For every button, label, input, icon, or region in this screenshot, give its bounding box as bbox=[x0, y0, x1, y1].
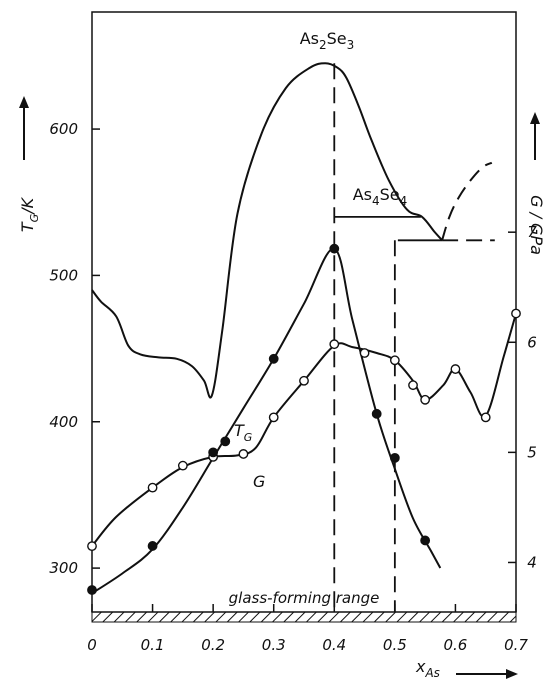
tg-data-point bbox=[511, 308, 521, 319]
g-data-point bbox=[87, 585, 97, 595]
y-left-label-rest: /K bbox=[18, 196, 37, 215]
tg-data-point bbox=[420, 394, 431, 405]
g-data-point bbox=[329, 243, 340, 254]
svg-text:TG/K: TG/K bbox=[18, 196, 41, 232]
glass-forming-bar bbox=[91, 611, 517, 623]
x-label-main: x bbox=[415, 657, 426, 676]
x-arrow-icon bbox=[456, 669, 518, 679]
tg-data-point bbox=[329, 339, 340, 350]
y-right-tick-label: 6 bbox=[527, 333, 537, 351]
tg-data-point bbox=[450, 364, 461, 374]
y-left-tick-label: 300 bbox=[49, 559, 78, 577]
x-tick-label: 0.2 bbox=[201, 636, 225, 654]
plot-lines bbox=[91, 62, 517, 612]
svg-text:G / GPa: G / GPa bbox=[527, 195, 546, 255]
tg-curve bbox=[91, 313, 517, 547]
tg-data-point bbox=[389, 355, 400, 366]
y-left-axis-ticks: 300 400 500 600 bbox=[49, 120, 100, 577]
tg-series-label: TG bbox=[234, 421, 252, 444]
liquidus-dashed-line bbox=[441, 161, 493, 241]
g-data-point bbox=[208, 447, 219, 458]
y-left-tick-label: 600 bbox=[49, 120, 78, 138]
tg-data-point bbox=[359, 348, 370, 358]
tg-data-point bbox=[268, 412, 279, 423]
y-right-arrow-icon bbox=[530, 112, 540, 160]
tg-data-point bbox=[480, 412, 491, 423]
y-left-label-sub: G bbox=[28, 214, 41, 223]
x-tick-label: 0 bbox=[87, 636, 97, 654]
tg-data-point bbox=[177, 460, 188, 471]
g-data-point bbox=[147, 541, 158, 551]
y-right-axis-ticks: 4 5 6 7 bbox=[508, 223, 537, 571]
glass-forming-label: glass-forming range bbox=[229, 589, 380, 607]
plot-markers bbox=[87, 243, 521, 595]
g-data-point bbox=[220, 436, 231, 447]
tg-data-point bbox=[87, 541, 97, 552]
plot-frame bbox=[91, 11, 517, 613]
g-series-label: G bbox=[253, 472, 265, 491]
x-tick-label: 0.6 bbox=[443, 636, 467, 654]
x-tick-label: 0.5 bbox=[383, 636, 407, 654]
y-right-axis-label: G / GPa bbox=[527, 195, 546, 255]
x-tick-label: 0.4 bbox=[322, 636, 346, 654]
y-right-tick-label: 5 bbox=[527, 443, 537, 461]
x-axis-label: xAs bbox=[415, 657, 440, 680]
tg-data-point bbox=[299, 375, 309, 386]
x-tick-label: 0.3 bbox=[262, 636, 286, 654]
g-data-point bbox=[371, 408, 382, 419]
y-right-tick-label: 4 bbox=[527, 553, 537, 571]
g-data-point bbox=[389, 452, 400, 463]
y-left-label-main: T bbox=[18, 221, 37, 232]
liquidus-line bbox=[91, 62, 443, 399]
g-data-point bbox=[420, 535, 431, 546]
x-tick-label: 0.7 bbox=[504, 636, 528, 654]
as2se3-label: As2Se3 bbox=[300, 29, 355, 52]
y-right-tick-label: 7 bbox=[527, 223, 537, 241]
as4se4-label: As4Se4 bbox=[353, 185, 408, 208]
tg-data-point bbox=[408, 380, 418, 391]
tg-data-point bbox=[238, 449, 249, 459]
x-label-sub: As bbox=[424, 666, 439, 680]
g-data-point bbox=[268, 353, 279, 364]
y-left-tick-label: 400 bbox=[49, 413, 78, 431]
x-tick-label: 0.1 bbox=[141, 636, 165, 654]
g-curve bbox=[91, 247, 442, 595]
y-left-arrow-icon bbox=[19, 96, 29, 160]
y-left-tick-label: 500 bbox=[49, 266, 78, 284]
y-left-axis-label: TG/K bbox=[18, 196, 41, 232]
tg-data-point bbox=[147, 482, 158, 493]
